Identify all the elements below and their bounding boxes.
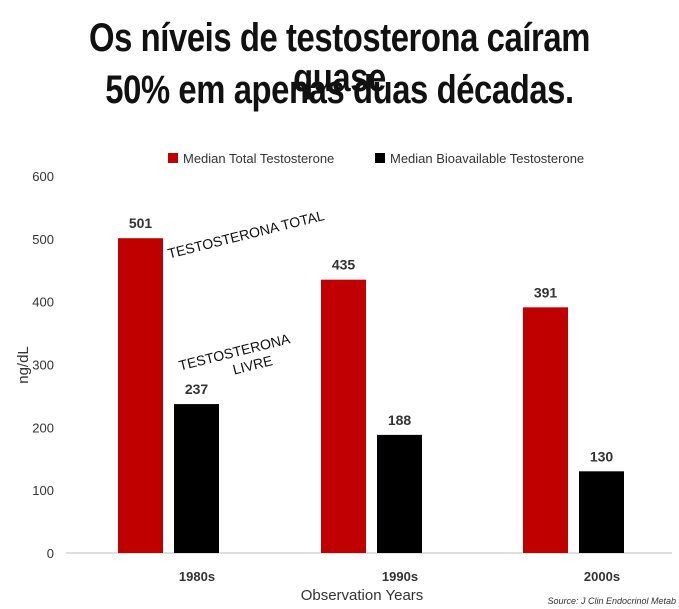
legend-label: Median Total Testosterone	[183, 151, 334, 166]
data-label: 391	[534, 284, 558, 300]
data-label: 435	[332, 257, 356, 273]
data-label: 130	[590, 448, 614, 464]
x-tick-label: 2000s	[584, 569, 620, 584]
y-tick-label: 100	[32, 483, 54, 498]
y-tick-label: 0	[47, 546, 54, 561]
legend-swatch	[375, 153, 385, 163]
legend-label: Median Bioavailable Testosterone	[390, 151, 584, 166]
y-tick-label: 300	[32, 358, 54, 373]
headline-line-1: Os níveis de testosterona caíram quase	[89, 16, 590, 100]
y-tick-label: 500	[32, 232, 54, 247]
y-tick-label: 400	[32, 295, 54, 310]
source-note: Source: J Clin Endocrinol Metab	[547, 596, 676, 606]
data-label: 237	[185, 381, 209, 397]
legend-swatch	[168, 153, 178, 163]
bar-total	[523, 307, 568, 553]
headline-line-2: 50% em apenas duas décadas.	[105, 68, 574, 112]
x-tick-label: 1990s	[382, 569, 418, 584]
x-axis-label: Observation Years	[301, 587, 424, 604]
bar-bioavailable	[377, 434, 422, 553]
data-label: 188	[388, 412, 412, 428]
x-tick-label: 1980s	[179, 569, 215, 584]
bar-total	[321, 279, 366, 553]
y-tick-label: 200	[32, 420, 54, 435]
data-label: 501	[129, 215, 153, 231]
bar-bioavailable	[579, 471, 624, 553]
bar-total	[118, 238, 163, 553]
bar-bioavailable	[174, 404, 219, 553]
y-axis-label: ng/dL	[15, 346, 32, 384]
y-tick-label: 600	[32, 169, 54, 184]
